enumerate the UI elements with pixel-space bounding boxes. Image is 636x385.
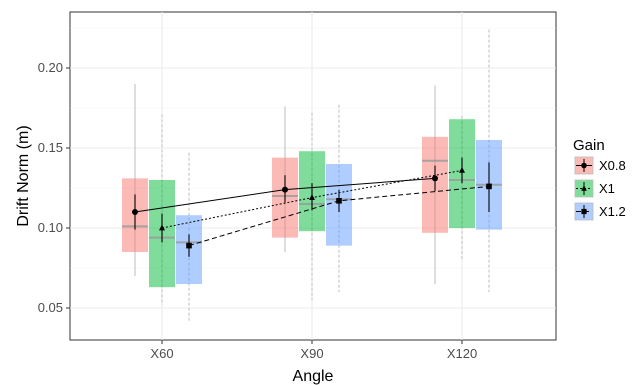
y-tick-label: 0.10 (38, 220, 63, 235)
mean-points-layer (132, 157, 492, 257)
x-tick-label: X60 (150, 346, 173, 361)
axes-layer: 0.05 0.10 0.15 0.20 X60 X90 X120 (38, 60, 478, 361)
legend-label: X0.8 (599, 158, 626, 173)
mean-point (159, 224, 165, 231)
mean-point (309, 194, 315, 200)
mean-point (581, 208, 587, 215)
legend-label: X1.2 (599, 204, 626, 219)
legend: Gain X0.8 X1 X1.2 (573, 137, 626, 221)
mean-point (336, 198, 342, 204)
legend-label: X1 (599, 181, 615, 196)
x-tick-label: X90 (300, 346, 323, 361)
mean-point (581, 185, 587, 191)
mean-point (486, 183, 492, 190)
mean-point (581, 162, 587, 169)
y-tick-label: 0.05 (38, 300, 63, 315)
x-axis-title: Angle (293, 368, 334, 385)
mean-point (132, 209, 138, 215)
legend-title: Gain (573, 137, 605, 154)
mean-point (282, 186, 288, 193)
mean-point (459, 166, 465, 173)
y-axis-title: Drift Norm (m) (15, 125, 32, 226)
x-tick-label: X120 (447, 346, 477, 361)
y-tick-label: 0.15 (38, 140, 63, 155)
mean-point (186, 242, 192, 249)
mean-point (432, 175, 438, 182)
y-tick-label: 0.20 (38, 60, 63, 75)
